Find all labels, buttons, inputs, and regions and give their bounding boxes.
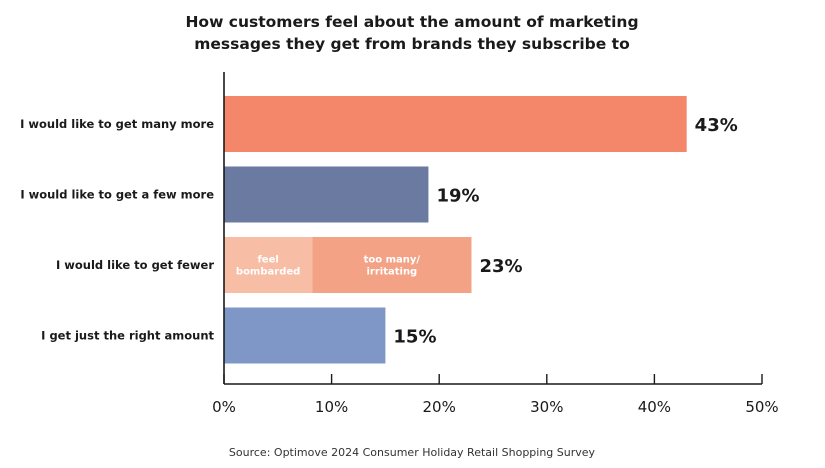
bar-segment-label: too many/ xyxy=(364,255,421,266)
category-label: I would like to get many more xyxy=(20,117,214,131)
bar xyxy=(224,166,429,223)
x-tick-label: 20% xyxy=(423,398,456,416)
value-label: 15% xyxy=(393,327,436,348)
source-note: Source: Optimove 2024 Consumer Holiday R… xyxy=(229,446,596,459)
x-tick-label: 0% xyxy=(212,398,236,416)
chart-title-line-2: messages they get from brands they subsc… xyxy=(194,35,629,53)
bar-segment-label: irritating xyxy=(366,267,417,278)
category-label: I get just the right amount xyxy=(41,329,214,343)
x-tick-label: 50% xyxy=(745,398,778,416)
chart-title-line-1: How customers feel about the amount of m… xyxy=(185,13,638,31)
bar-segment xyxy=(312,237,472,293)
x-tick-label: 40% xyxy=(638,398,671,416)
value-label: 43% xyxy=(695,115,738,136)
bar xyxy=(224,307,386,364)
value-label: 19% xyxy=(436,186,479,207)
x-tick-label: 30% xyxy=(530,398,563,416)
category-label: I would like to get fewer xyxy=(56,258,214,272)
bar-segment xyxy=(224,237,313,293)
value-label: 23% xyxy=(479,256,522,277)
category-label: I would like to get a few more xyxy=(20,188,214,202)
bar-segment-label: feel xyxy=(257,255,278,266)
bar xyxy=(224,96,687,152)
x-tick-label: 10% xyxy=(315,398,348,416)
bar-segment-label: bombarded xyxy=(236,267,300,278)
